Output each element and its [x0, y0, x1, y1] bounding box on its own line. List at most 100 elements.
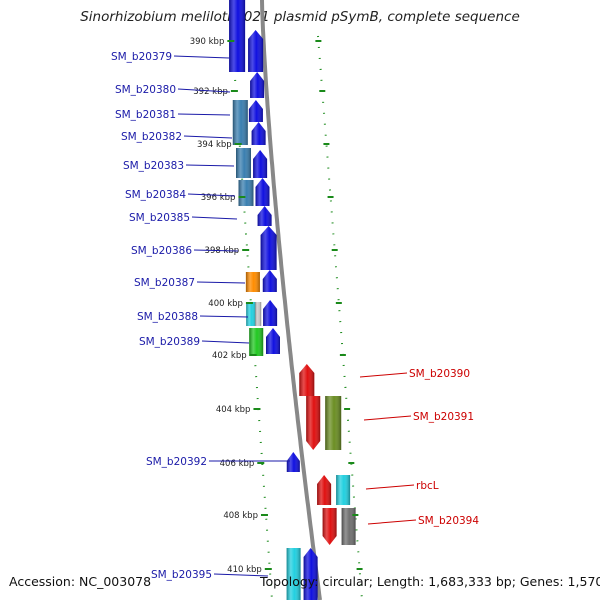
right-leader-0 [359, 372, 408, 378]
gene-sm-b20387-body-shade [245, 272, 260, 292]
scale-label-3: 396 kbp [201, 193, 236, 203]
right-leader-1 [363, 415, 412, 421]
left-label-4: SM_b20383 [123, 160, 184, 172]
left-leader-8 [196, 281, 246, 284]
left-label-9: SM_b20388 [137, 311, 198, 323]
gene-sm-b20394-arrow-shade [322, 508, 337, 545]
scale-label-0: 390 kbp [190, 37, 225, 47]
gene-sm-b20384-body-shade [238, 180, 254, 206]
gene-sm-b20394-arrow [322, 508, 337, 545]
left-label-10: SM_b20389 [139, 336, 200, 348]
gene-sm-b20395-body-shade [286, 548, 301, 600]
gene-rbcL-body-shade [336, 475, 351, 505]
gene-sm-b20385-arrow [257, 206, 272, 226]
map-title: Sinorhizobium meliloti 1021 plasmid pSym… [80, 9, 520, 25]
gene-sm-b20387-arrow [262, 270, 277, 292]
gene-sm-b20383-arrow-shade [253, 150, 268, 178]
right-leader-2 [365, 484, 415, 490]
scale-label-2: 394 kbp [197, 140, 232, 150]
gene-sm-b20387-body [245, 272, 260, 292]
left-leader-12 [213, 573, 269, 577]
left-leader-0 [173, 55, 230, 59]
gene-sm-b20388-gray [255, 302, 262, 326]
scale-label-10: 410 kbp [227, 565, 262, 575]
gene-sm-b20388-arrow [263, 300, 278, 326]
gene-sm-b20389-arrow-shade [266, 328, 280, 354]
gene-sm-b20379-arrow-shade [248, 30, 264, 72]
gene-sm-b20384-arrow-shade [255, 178, 270, 206]
gene-sm-b20384-body [238, 180, 254, 206]
gene-sm-b20381-arrow [248, 100, 263, 122]
gene-sm-b20383-body [236, 148, 251, 178]
backbone [260, 0, 322, 600]
left-label-7: SM_b20386 [131, 245, 192, 257]
scale-label-7: 404 kbp [216, 405, 251, 415]
gene-sm-b20379-arrow [248, 30, 264, 72]
gene-sm-b20388-body [246, 302, 257, 326]
right-label-2: rbcL [416, 480, 439, 492]
gene-sm-b20391-arrow-shade [306, 396, 321, 450]
gene-sm-b20394-body [341, 508, 356, 545]
gene-rbcL-body [336, 475, 351, 505]
gene-sm-b20383-arrow [253, 150, 268, 178]
left-leader-6 [191, 216, 238, 220]
gene-sm-b20388-arrow-shade [263, 300, 278, 326]
gene-sm-b20391-body [325, 396, 342, 450]
backbone-line [260, 0, 322, 600]
gene-sm-b20382-arrow [251, 122, 266, 145]
topology-text: Topology: circular; Length: 1,683,333 bp… [260, 574, 600, 589]
scale-label-5: 400 kbp [208, 299, 243, 309]
right-label-3: SM_b20394 [418, 515, 479, 527]
gene-sm-b20380-arrow-shade [250, 72, 265, 98]
gene-sm-b20391-body-shade [325, 396, 342, 450]
gene-sm-b20382-arrow-shade [251, 122, 266, 145]
left-label-12: SM_b20395 [151, 569, 212, 581]
gene-sm-b20386-arrow-shade [260, 226, 277, 270]
right-label-1: SM_b20391 [413, 411, 474, 423]
gene-sm-b20389-body-shade [249, 328, 264, 356]
left-label-8: SM_b20387 [134, 277, 195, 289]
gene-sm-b20388-gray-shade [255, 302, 262, 326]
accession-text: Accession: NC_003078 [9, 574, 152, 589]
gene-sm-b20390-arrow-shade [299, 364, 315, 396]
gene-sm-b20395-arrow-shade [303, 548, 318, 600]
left-label-0: SM_b20379 [111, 51, 172, 63]
right-label-0: SM_b20390 [409, 368, 470, 380]
left-label-6: SM_b20385 [129, 212, 190, 224]
left-label-11: SM_b20392 [146, 456, 207, 468]
gene-sm-b20389-body [249, 328, 264, 356]
left-leader-7 [193, 249, 239, 252]
gene-sm-b20384-arrow [255, 178, 270, 206]
gene-sm-b20380-arrow [250, 72, 265, 98]
left-leader-1 [177, 88, 231, 93]
gene-rbcL-arrow [317, 475, 332, 505]
left-leader-3 [183, 135, 233, 139]
gene-sm-b20379-body [229, 0, 246, 72]
gene-sm-b20395-body [286, 548, 301, 600]
gene-sm-b20395-arrow [303, 548, 318, 600]
gene-sm-b20381-arrow-shade [248, 100, 263, 122]
left-leader-4 [185, 164, 235, 167]
scale-label-9: 408 kbp [223, 511, 258, 521]
gene-sm-b20381-body [232, 100, 248, 145]
gene-sm-b20386-arrow [260, 226, 277, 270]
left-leader-10 [201, 340, 250, 344]
left-leader-9 [199, 315, 249, 318]
gene-sm-b20387-arrow-shade [262, 270, 277, 292]
left-leader-2 [177, 113, 231, 116]
gene-sm-b20385-arrow-shade [257, 206, 272, 226]
gene-sm-b20381-body-shade [232, 100, 248, 145]
scale-label-6: 402 kbp [212, 351, 247, 361]
gene-sm-b20392-arrow-shade [286, 452, 300, 472]
left-label-2: SM_b20381 [115, 109, 176, 121]
gene-sm-b20383-body-shade [236, 148, 251, 178]
scale-label-1: 392 kbp [193, 87, 228, 97]
right-leader-3 [367, 519, 417, 525]
scale-label-8: 406 kbp [220, 459, 255, 469]
gene-sm-b20388-body-shade [246, 302, 257, 326]
gene-labels: SM_b20379 SM_b20380 SM_b20381 SM_b20382 SM_b… [111, 51, 479, 581]
gene-sm-b20389-arrow [266, 328, 280, 354]
gene-sm-b20394-body-shade [341, 508, 356, 545]
